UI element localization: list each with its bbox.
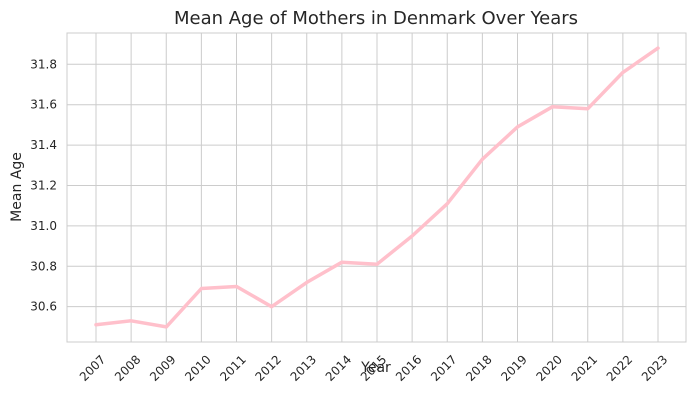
y-tick-labels: 30.6 30.8 31.0 31.2 31.4 31.6 31.8 <box>30 57 57 313</box>
y-tick-label: 31.6 <box>30 98 57 112</box>
y-axis-label: Mean Age <box>9 152 25 222</box>
y-tick-label: 31.8 <box>30 57 57 71</box>
y-tick-label: 30.6 <box>30 300 57 314</box>
x-tick-label: 2019 <box>498 352 529 383</box>
y-tick-label: 31.4 <box>30 138 57 152</box>
x-tick-label: 2011 <box>217 352 248 383</box>
x-axis-label: Year <box>360 360 391 376</box>
y-tick-label: 31.2 <box>30 178 57 192</box>
x-tick-label: 2017 <box>428 352 459 383</box>
x-tick-label: 2013 <box>288 352 319 383</box>
chart-title: Mean Age of Mothers in Denmark Over Year… <box>174 8 578 29</box>
x-tick-label: 2012 <box>252 352 283 383</box>
y-tick-label: 31.0 <box>30 219 57 233</box>
x-tick-label: 2022 <box>604 352 635 383</box>
grid-layer <box>67 33 686 342</box>
plot-frame <box>66 32 687 343</box>
x-tick-label: 2007 <box>77 352 108 383</box>
series-line <box>94 46 660 329</box>
x-tick-label: 2009 <box>147 352 178 383</box>
x-tick-label: 2021 <box>569 352 600 383</box>
x-tick-label: 2023 <box>639 352 670 383</box>
x-tick-label: 2014 <box>323 352 354 383</box>
x-tick-label: 2020 <box>533 352 564 383</box>
x-tick-label: 2010 <box>182 352 213 383</box>
y-tick-label: 30.8 <box>30 259 57 273</box>
x-tick-label: 2016 <box>393 352 424 383</box>
x-tick-label: 2018 <box>463 352 494 383</box>
x-tick-label: 2008 <box>112 352 143 383</box>
